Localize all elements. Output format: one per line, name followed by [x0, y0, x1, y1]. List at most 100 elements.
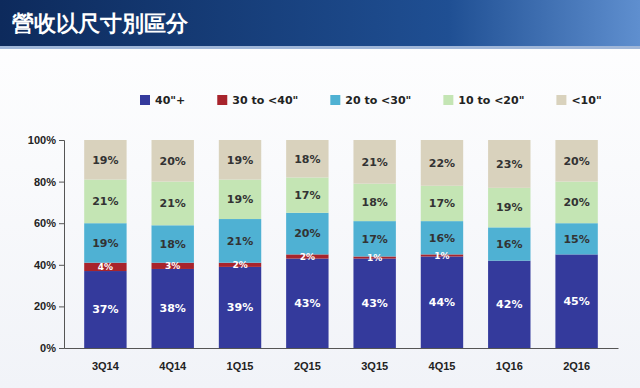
x-tick-label: 2Q15 — [294, 360, 321, 372]
x-tick-label: 4Q14 — [159, 360, 187, 372]
data-label: 17% — [361, 233, 387, 246]
title-bar — [0, 0, 640, 46]
y-tick-label: 60% — [34, 217, 56, 229]
legend-label: 30 to <40" — [232, 94, 298, 107]
y-axis: 0% 20% 40% 60% 80% 100% — [28, 134, 65, 354]
data-label: 37% — [92, 303, 118, 316]
bar-segment — [84, 223, 126, 263]
x-tick-label: 2Q16 — [563, 360, 590, 372]
x-axis-line — [65, 348, 619, 349]
data-label: 21% — [92, 195, 118, 208]
x-tick: 4Q14 — [159, 348, 187, 372]
legend-swatch — [556, 95, 566, 105]
title: 營收以尺寸別區分 — [12, 11, 189, 36]
bar-segment — [84, 140, 126, 180]
chart: 營收以尺寸別區分40"+30 to <40"20 to <30"10 to <2… — [0, 0, 640, 388]
background — [0, 0, 640, 388]
y-tick-label: 20% — [34, 300, 56, 312]
x-tick: 1Q15 — [227, 348, 254, 372]
data-label: 18% — [294, 153, 320, 166]
bar-segment — [286, 140, 328, 177]
legend-label: 40"+ — [155, 94, 185, 107]
y-tick-mark — [59, 223, 64, 224]
data-label: 19% — [227, 193, 253, 206]
legend-swatch — [140, 95, 150, 105]
y-tick-label: 100% — [28, 134, 56, 146]
data-label: 1% — [367, 253, 382, 263]
bar-segment — [84, 263, 126, 271]
y-tick: 80% — [34, 176, 64, 188]
x-tick: 2Q15 — [294, 348, 321, 372]
bar-segment — [421, 140, 463, 186]
bar-segment — [421, 256, 463, 348]
bar-segment — [219, 219, 261, 263]
bar-segment — [353, 221, 395, 256]
data-label: 2% — [300, 252, 315, 262]
bar-segment — [353, 184, 395, 221]
bar-segment — [421, 221, 463, 254]
bar-segment — [488, 261, 530, 348]
data-label: 21% — [160, 197, 186, 210]
data-label: 1% — [434, 251, 449, 261]
x-tick-label: 1Q16 — [496, 360, 523, 372]
x-tick: 4Q15 — [429, 348, 456, 372]
bar-segment — [421, 186, 463, 221]
data-label: 19% — [496, 201, 522, 214]
legend-entry: 30 to <40" — [217, 94, 298, 107]
bars — [84, 140, 598, 348]
data-label: 19% — [227, 154, 253, 167]
y-tick-mark — [59, 306, 64, 307]
x-tick: 3Q15 — [361, 348, 388, 372]
data-label: 17% — [429, 197, 455, 210]
data-label: 23% — [496, 158, 522, 171]
x-tick-label: 1Q15 — [227, 360, 254, 372]
y-tick-label: 0% — [40, 342, 56, 354]
y-tick-mark — [59, 140, 64, 141]
data-label: 19% — [92, 154, 118, 167]
data-label: 16% — [496, 238, 522, 251]
data-labels: 37%38%39%43%43%44%42%45%4%3%2%2%1%1%19%1… — [92, 153, 590, 317]
y-tick-label: 80% — [34, 176, 56, 188]
legend-swatch — [217, 95, 227, 105]
x-tick: 3Q14 — [92, 348, 120, 372]
bar-segment — [152, 269, 194, 348]
x-tick-label: 3Q14 — [92, 360, 120, 372]
legend-swatch — [443, 95, 453, 105]
x-tick-label: 4Q15 — [429, 360, 456, 372]
data-label: 20% — [563, 196, 589, 209]
bar-segment — [286, 177, 328, 212]
data-label: 21% — [361, 156, 387, 169]
bar-segment — [286, 213, 328, 255]
bar-segment — [555, 182, 597, 224]
legend-entry: <10" — [556, 94, 601, 107]
y-tick-mark — [59, 348, 64, 349]
legend-entry: 20 to <30" — [330, 94, 411, 107]
data-label: 18% — [160, 238, 186, 251]
y-tick: 40% — [34, 259, 64, 271]
y-axis-line — [59, 141, 65, 349]
bar-segment — [488, 188, 530, 228]
bar-segment — [555, 254, 597, 348]
data-label: 43% — [361, 297, 387, 310]
bar-segment — [219, 267, 261, 348]
bar-segment — [488, 140, 530, 188]
bar-segment — [555, 223, 597, 254]
legend: 40"+30 to <40"20 to <30"10 to <20"<10" — [140, 94, 602, 107]
data-label: 44% — [429, 296, 455, 309]
y-tick: 100% — [28, 134, 64, 146]
bar-segment — [219, 140, 261, 180]
data-label: 20% — [294, 227, 320, 240]
data-label: 15% — [563, 233, 589, 246]
data-label: 2% — [232, 260, 247, 270]
data-label: 3% — [165, 261, 180, 271]
x-axis: 3Q14 4Q14 1Q15 2Q15 3Q15 4Q15 1Q16 2Q16 — [65, 348, 619, 372]
legend-entry: 40"+ — [140, 94, 185, 107]
legend-label: 20 to <30" — [345, 94, 411, 107]
data-label: 4% — [98, 262, 113, 272]
y-tick-mark — [59, 182, 64, 183]
data-label: 18% — [361, 196, 387, 209]
bar-segment — [488, 227, 530, 260]
bar-segment — [353, 140, 395, 184]
y-tick-mark — [59, 265, 64, 266]
y-tick: 20% — [34, 300, 64, 312]
